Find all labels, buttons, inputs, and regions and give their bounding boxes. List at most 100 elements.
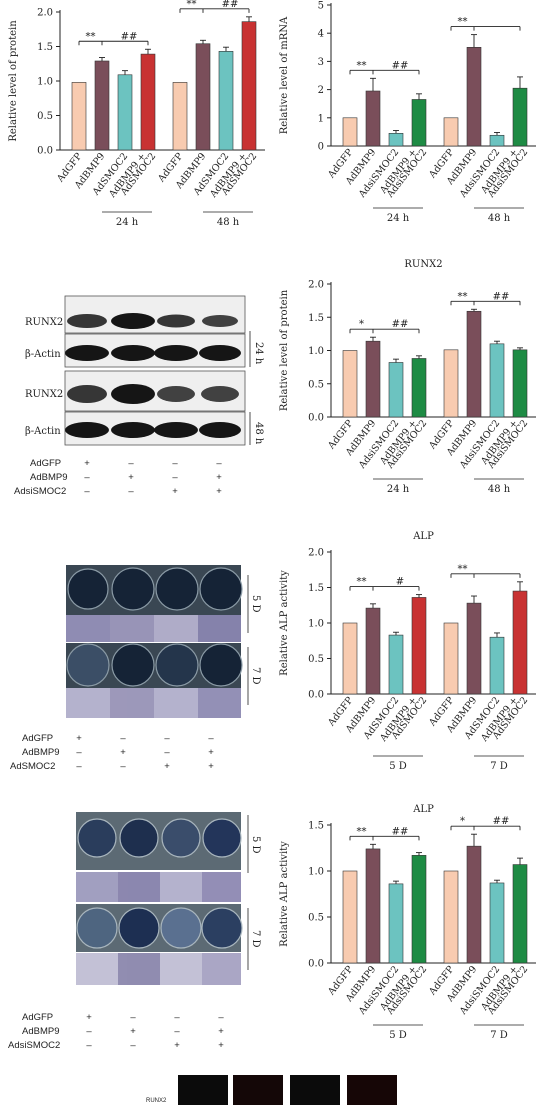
bar xyxy=(94,60,110,151)
chart-runx2: RUNX2 Relative level of protein 0.0 0.5 1.0 1… xyxy=(279,259,536,495)
y-tick-label: 2 xyxy=(318,85,324,96)
treatment-sign: + xyxy=(84,458,90,469)
bar xyxy=(489,134,505,147)
y-tick-label: 0.0 xyxy=(37,146,53,157)
treatment-sign: – xyxy=(76,761,82,772)
bar xyxy=(365,848,381,964)
bar xyxy=(388,634,404,695)
y-tick-label: 2.0 xyxy=(308,280,324,291)
bar xyxy=(489,882,505,964)
treatment-sign: + xyxy=(208,761,214,772)
y-tick-label: 0.5 xyxy=(308,913,324,924)
y-tick-label: 1.5 xyxy=(308,583,324,594)
chart-title: ALP xyxy=(412,531,434,542)
bar xyxy=(443,622,459,695)
treatment-sign: – xyxy=(128,458,134,469)
bar xyxy=(489,636,505,695)
y-axis-label: Relative level of mRNA xyxy=(279,16,290,134)
group-label: 5 D xyxy=(389,1030,407,1041)
treatment-sign: + xyxy=(164,761,170,772)
bar xyxy=(71,82,87,151)
bar xyxy=(443,117,459,147)
treat-name: AdsiSMOC2 xyxy=(8,1040,61,1051)
sig-star: ** xyxy=(357,826,367,837)
chart-mrna-sismoc2: Relative level of mRNA012345AdGFPAdBMP9A… xyxy=(279,1,536,224)
sig-star: ** xyxy=(357,577,367,588)
bottom-fluorescence-strip: RUNX2 xyxy=(0,1075,542,1105)
group-label: 48 h xyxy=(488,484,511,495)
bar xyxy=(140,53,156,151)
treatment-sign: – xyxy=(84,486,90,497)
bar xyxy=(342,350,358,418)
sig-star: ** xyxy=(86,31,96,42)
treatment-sign: – xyxy=(86,1040,92,1051)
y-axis-label: Relative level of protein xyxy=(279,289,290,411)
sig-hash: ## xyxy=(121,31,138,42)
y-tick-label: 1.0 xyxy=(308,346,324,357)
y-tick-label: 4 xyxy=(318,29,324,40)
sig-hash: ## xyxy=(392,319,409,330)
treatment-sign: + xyxy=(128,472,134,483)
sig-hash: ## xyxy=(222,0,239,10)
treat-name: AdGFP xyxy=(30,458,62,469)
treatment-table-plate2: AdGFP AdBMP9 AdsiSMOC2 + – – – – + – + – – + + xyxy=(0,1012,271,1066)
group-label: 7 D xyxy=(490,1030,508,1041)
sig-hash: ## xyxy=(392,60,409,71)
y-tick-label: 2.0 xyxy=(37,8,53,19)
y-tick-label: 0.0 xyxy=(308,413,324,424)
bottom-runx2-label: RUNX2 xyxy=(146,1098,167,1104)
treatment-sign: – xyxy=(164,733,170,744)
fluorescence-tile xyxy=(290,1075,340,1105)
treatment-sign: – xyxy=(120,761,126,772)
y-tick-label: 1.0 xyxy=(308,619,324,630)
sig-star: * xyxy=(359,319,364,330)
treatment-sign: + xyxy=(216,486,222,497)
blot-label-actin-48h: β-Actin xyxy=(25,426,61,437)
fluorescence-tile xyxy=(178,1075,228,1105)
bar xyxy=(342,870,358,964)
treatment-sign: – xyxy=(174,1012,180,1023)
y-axis-label: Relative level of protein xyxy=(8,20,19,142)
treatment-sign: – xyxy=(172,472,178,483)
bar xyxy=(241,21,257,151)
bar xyxy=(512,87,528,147)
sig-star: ** xyxy=(357,60,367,71)
group-label: 24 h xyxy=(387,213,410,224)
bar xyxy=(411,855,427,964)
treat-name: AdGFP xyxy=(22,1012,54,1023)
bar xyxy=(443,870,459,964)
group-label: 7 D xyxy=(490,761,508,772)
bar xyxy=(443,349,459,418)
sig-hash: # xyxy=(396,577,404,588)
treatment-sign: – xyxy=(172,458,178,469)
treatment-sign: + xyxy=(172,486,178,497)
treatment-sign: – xyxy=(76,747,82,758)
chart-protein-smoc2: Relative level of protein 0.0 0.5 1.0 1.5 2.0… xyxy=(8,0,265,228)
y-tick-label: 2.0 xyxy=(308,548,324,559)
group-label: 5 D xyxy=(389,761,407,772)
y-tick-label: 5 xyxy=(318,1,324,12)
bar xyxy=(466,602,482,695)
blot-time-24h: 24 h xyxy=(253,342,264,365)
y-tick-label: 1 xyxy=(318,113,324,124)
treatment-sign: – xyxy=(130,1040,136,1051)
treatment-sign: + xyxy=(218,1026,224,1037)
plate1-day-5d: 5 D xyxy=(250,595,261,613)
bar xyxy=(365,607,381,695)
treatment-sign: + xyxy=(76,733,82,744)
bar xyxy=(466,845,482,964)
bar xyxy=(388,362,404,418)
bar xyxy=(512,349,528,418)
treatment-sign: – xyxy=(130,1012,136,1023)
chart-title: RUNX2 xyxy=(404,259,442,270)
treat-name: AdBMP9 xyxy=(30,472,68,483)
treatment-sign: + xyxy=(86,1012,92,1023)
bar xyxy=(489,343,505,418)
bar xyxy=(365,340,381,418)
alp-plate-panel-2: 5 D 7 D xyxy=(0,810,271,990)
y-tick-label: 1.5 xyxy=(308,821,324,832)
y-tick-label: 0.5 xyxy=(308,379,324,390)
treatment-sign: – xyxy=(84,472,90,483)
